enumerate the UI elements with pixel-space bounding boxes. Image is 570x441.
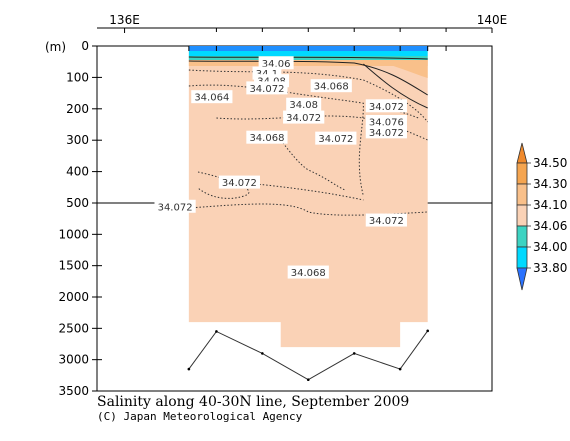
contour-solid-1 bbox=[188, 60, 428, 96]
y-tick-label: 1500 bbox=[58, 259, 89, 273]
bottom-profile-point-6 bbox=[398, 367, 402, 371]
contour-label-bg-14 bbox=[218, 175, 260, 189]
contour-dotted-1 bbox=[188, 69, 429, 123]
legend-label: 34.10 bbox=[533, 198, 567, 212]
contour-label: 34.072 bbox=[158, 202, 193, 213]
contour-label: 34.068 bbox=[291, 268, 326, 279]
contour-label: 34.064 bbox=[194, 93, 229, 104]
legend-low-triangle bbox=[516, 267, 528, 291]
contour-label-bg-15 bbox=[154, 199, 196, 213]
y-tick-label: 300 bbox=[66, 133, 89, 147]
legend-swatch bbox=[516, 183, 528, 206]
y-unit-label: (m) bbox=[45, 40, 66, 54]
legend-swatch bbox=[516, 225, 528, 248]
contour-label-bg-6 bbox=[191, 90, 233, 104]
bottom-profile-point-5 bbox=[352, 352, 356, 355]
y-tick-label: 3000 bbox=[58, 353, 89, 367]
y-axis: 0 100 200 300 400 500 1000 1500 2000 2500 3000 3500 bbox=[58, 39, 102, 398]
contour-label: 34.076 bbox=[369, 117, 404, 128]
y-tick-label: 0 bbox=[81, 39, 89, 53]
contour-label: 34.08 bbox=[289, 100, 318, 111]
contour-label-bg-7 bbox=[286, 97, 322, 111]
legend-high-triangle bbox=[516, 142, 528, 164]
legend-swatch bbox=[516, 204, 528, 227]
legend-label: 33.80 bbox=[533, 261, 567, 275]
legend-label: 34.50 bbox=[533, 156, 567, 170]
credit-text: (C) Japan Meteorological Agency bbox=[97, 410, 303, 423]
contour-label: 34.072 bbox=[249, 84, 284, 95]
legend-label: 34.00 bbox=[533, 240, 567, 254]
contour-solid-2 bbox=[363, 63, 428, 109]
contour-labels: 34.0634.134.0834.07234.06834.06434.0834.… bbox=[154, 56, 407, 279]
contour-label-bg-16 bbox=[365, 213, 407, 227]
contour-label-bg-4 bbox=[246, 81, 288, 95]
contour-label: 34.072 bbox=[318, 134, 353, 145]
contour-label: 34.072 bbox=[222, 178, 257, 189]
y-tick-label: 3500 bbox=[58, 384, 89, 398]
x-axis: 136E 140E bbox=[109, 13, 507, 51]
x-tick-label: 140E bbox=[477, 13, 508, 27]
chart-title: Salinity along 40-30N line, September 20… bbox=[97, 394, 409, 410]
bottom-profile-point-2 bbox=[215, 330, 218, 333]
contour-label: 34.072 bbox=[369, 216, 404, 227]
contour-label-bg-9 bbox=[365, 99, 407, 113]
contour-label: 34.072 bbox=[369, 128, 404, 139]
contour-label: 34.068 bbox=[249, 133, 284, 144]
contour-label-bg-1 bbox=[258, 56, 294, 70]
bottom-profile bbox=[187, 329, 429, 382]
bottom-profile-point-7 bbox=[426, 329, 429, 333]
legend-label: 34.06 bbox=[533, 219, 567, 233]
contour-label-bg-8 bbox=[283, 110, 325, 124]
y-tick-label: 200 bbox=[66, 102, 89, 116]
surface-band-fresh bbox=[188, 51, 428, 56]
contour-label-bg-5 bbox=[310, 79, 352, 93]
contour-label-bg-13 bbox=[315, 131, 357, 145]
color-legend: 34.50 34.30 34.10 34.06 34.00 33.80 bbox=[516, 142, 567, 291]
contour-label-bg-10 bbox=[365, 114, 407, 128]
legend-label: 34.30 bbox=[533, 177, 567, 191]
y-tick-label: 100 bbox=[66, 70, 89, 84]
y-tick-label: 400 bbox=[66, 165, 89, 179]
bottom-profile-point-4 bbox=[306, 378, 310, 382]
y-tick-label: 2500 bbox=[58, 321, 89, 335]
x-tick-label: 136E bbox=[109, 13, 140, 27]
contour-label: 34.068 bbox=[314, 82, 349, 93]
y-tick-label: 1000 bbox=[58, 227, 89, 241]
contour-label: 34.072 bbox=[286, 113, 321, 124]
legend-swatch bbox=[516, 246, 528, 269]
surface-band-transition bbox=[188, 56, 428, 60]
surface-saline-lens bbox=[372, 60, 428, 78]
contour-label-bg-17 bbox=[287, 265, 329, 279]
contour-label: 34.06 bbox=[262, 59, 291, 70]
contour-solid-3 bbox=[188, 56, 428, 60]
y-tick-label: 500 bbox=[66, 196, 89, 210]
contour-dotted-5 bbox=[358, 105, 364, 197]
surface-band-mixing bbox=[188, 60, 428, 66]
legend-swatch bbox=[516, 162, 528, 185]
contour-label-bg-12 bbox=[246, 130, 288, 144]
bottom-profile-point-3 bbox=[261, 352, 264, 355]
contour-label-bg-11 bbox=[365, 125, 407, 139]
contour-label: 34.072 bbox=[369, 102, 404, 113]
bottom-profile-point-1 bbox=[187, 367, 191, 371]
y-tick-label: 2000 bbox=[58, 290, 89, 304]
